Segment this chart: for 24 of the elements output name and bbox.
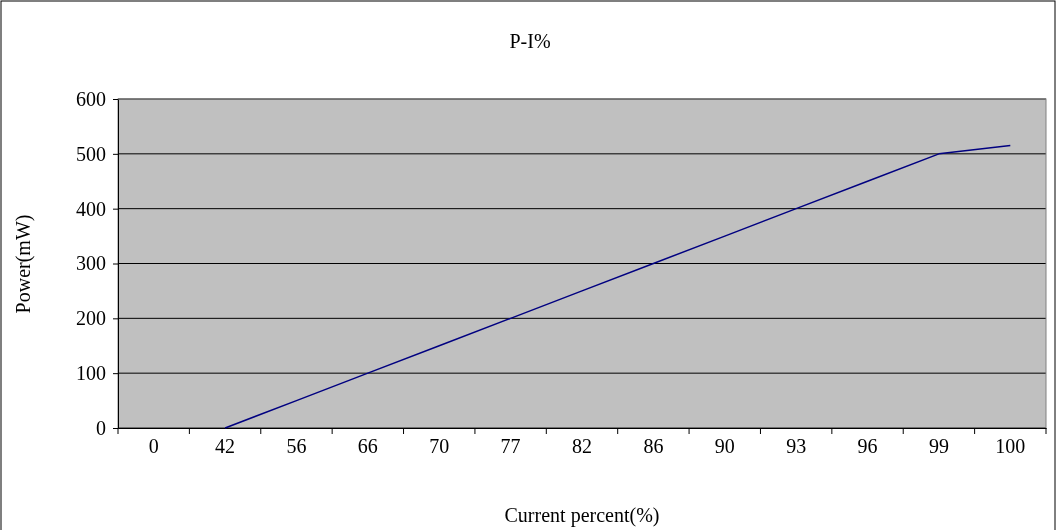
x-tick-label: 90 <box>714 435 735 457</box>
x-tick-label: 56 <box>286 435 307 457</box>
y-axis-title: Power(mW) <box>12 214 35 314</box>
x-tick-label: 42 <box>215 435 236 457</box>
x-tick-label: 96 <box>857 435 878 457</box>
x-tick-label: 82 <box>572 435 592 457</box>
y-tick-label: 300 <box>76 252 106 275</box>
x-axis-title: Current percent(%) <box>504 504 660 527</box>
line-series <box>224 144 1012 429</box>
y-tick-label: 100 <box>76 362 106 385</box>
x-tick-label: 86 <box>643 435 664 457</box>
y-tick-label: 600 <box>76 87 106 110</box>
y-tick-label: 0 <box>96 416 106 439</box>
y-tick-label: 500 <box>76 142 106 165</box>
x-tick-label: 66 <box>357 435 378 457</box>
x-tick-label: 77 <box>500 435 521 457</box>
x-tick-label: 70 <box>429 435 450 457</box>
x-tick-label: 93 <box>786 435 807 457</box>
x-tick-label: 100 <box>995 435 1026 457</box>
chart-title: P-I% <box>509 30 551 52</box>
y-tick-label: 400 <box>76 197 106 220</box>
x-tick-label: 0 <box>148 435 159 457</box>
x-tick-label: 99 <box>928 435 949 457</box>
y-tick-label: 200 <box>76 307 106 330</box>
